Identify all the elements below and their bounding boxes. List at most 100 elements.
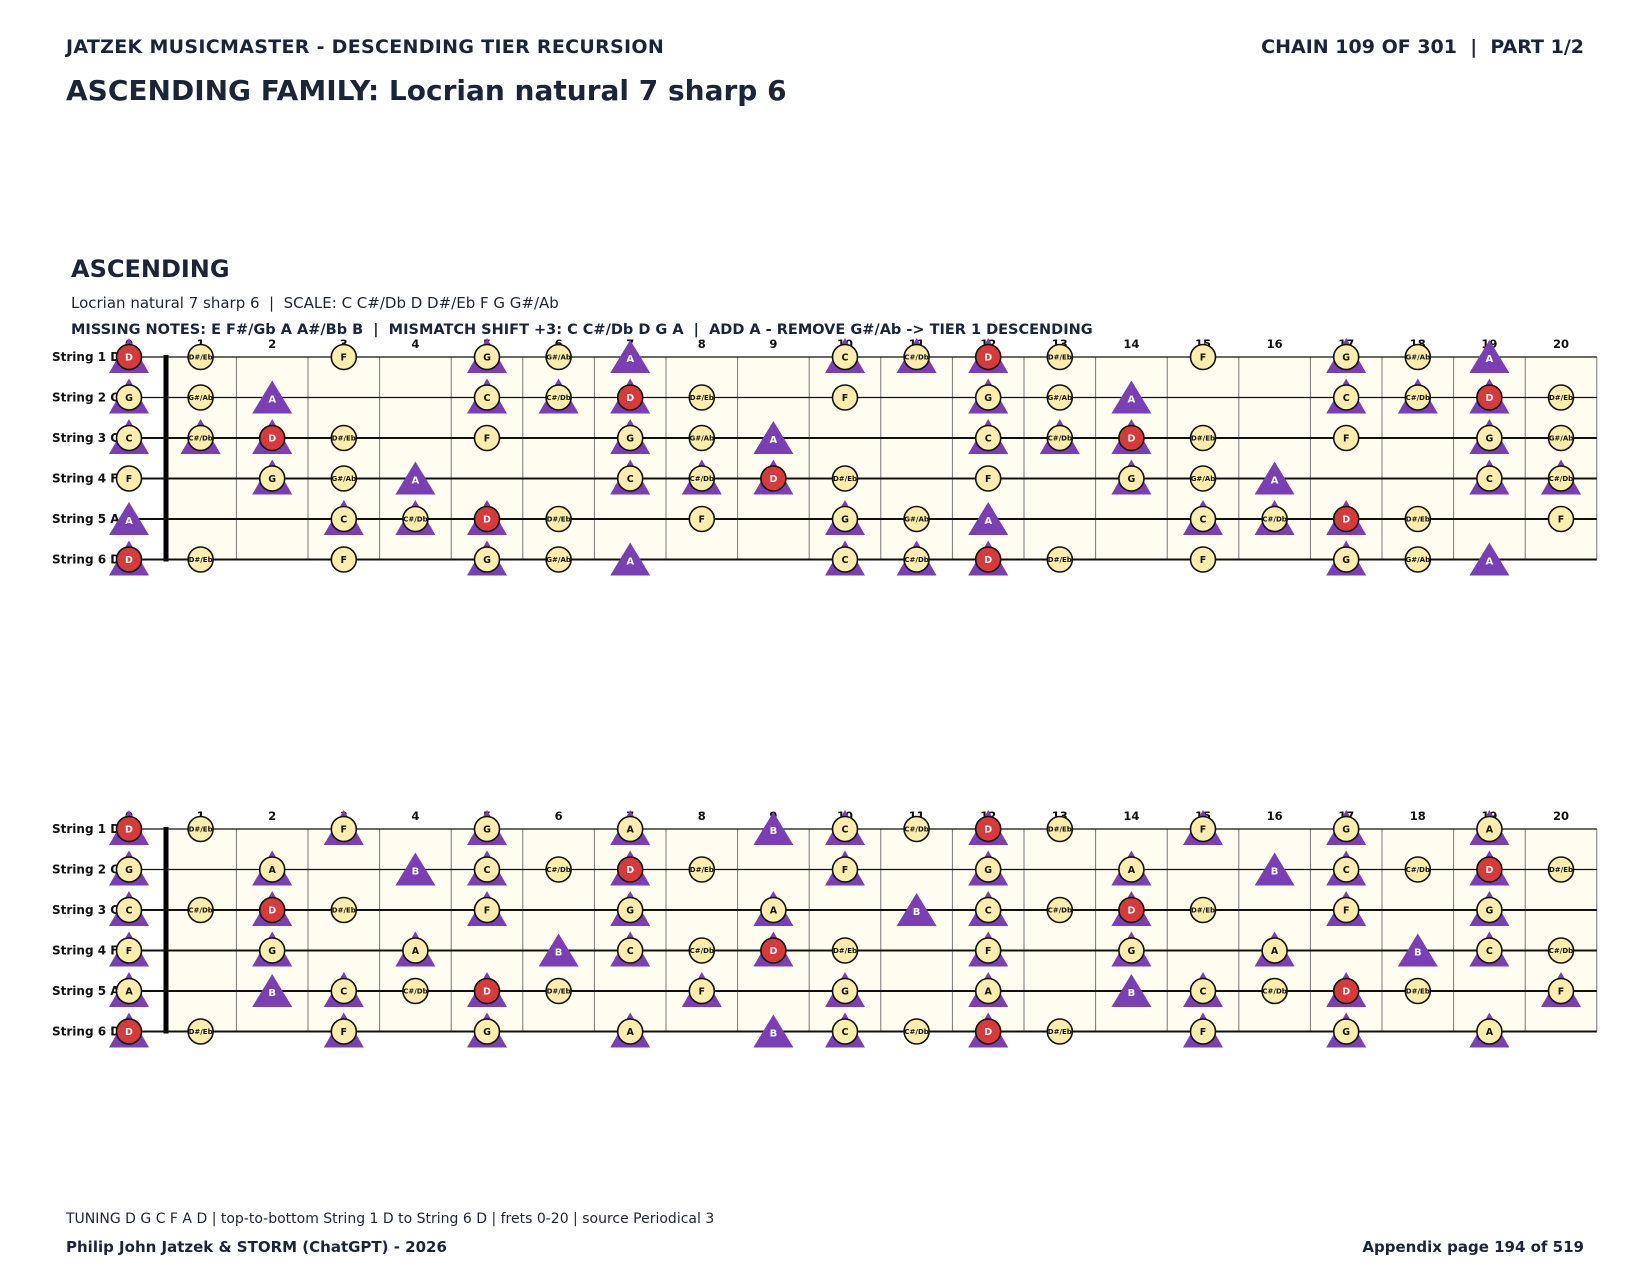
note-marker	[115, 896, 143, 924]
note-label: C	[1486, 946, 1493, 957]
root-note-marker	[1118, 896, 1145, 924]
note-marker	[1476, 1018, 1503, 1045]
note-marker	[545, 384, 572, 411]
note-label: F	[842, 393, 849, 404]
note-label: F	[1200, 555, 1207, 566]
note-marker	[688, 384, 716, 411]
note-marker	[903, 505, 930, 533]
note-marker	[473, 384, 501, 411]
note-label: C	[1200, 515, 1207, 526]
section-title: ASCENDING	[71, 255, 230, 283]
note-label: G#/Ab	[1549, 435, 1574, 443]
triangle-marker	[538, 933, 579, 967]
note-label: F	[341, 555, 348, 566]
note-marker	[187, 424, 214, 452]
note-marker	[831, 343, 859, 371]
note-marker	[258, 465, 286, 492]
note-label: F	[484, 434, 491, 445]
note-marker	[974, 977, 1002, 1005]
note-marker	[1404, 546, 1432, 573]
triangle-marker	[610, 340, 651, 373]
note-marker	[1189, 505, 1217, 533]
note-marker	[688, 505, 716, 533]
note-marker	[831, 815, 859, 843]
note-label: F	[1343, 434, 1350, 445]
root-note-marker	[974, 546, 1002, 573]
note-marker	[903, 343, 930, 371]
note-label: C#/Db	[1549, 947, 1573, 955]
note-marker	[473, 546, 501, 573]
root-note-marker	[115, 815, 143, 843]
note-marker	[616, 896, 644, 924]
note-marker	[187, 546, 214, 573]
triangle-label: B	[913, 907, 921, 918]
note-label: F	[126, 474, 133, 485]
note-marker	[330, 896, 358, 924]
triangle-label: A	[770, 435, 778, 446]
note-label: F	[1200, 825, 1207, 836]
note-label: G	[268, 946, 276, 957]
string-label: String 1 D	[52, 822, 120, 836]
triangle-marker	[1111, 974, 1152, 1007]
note-marker	[1476, 424, 1503, 452]
string-label: String 5 A	[52, 984, 120, 998]
note-label: D#/Eb	[1048, 826, 1072, 834]
note-label: D	[984, 353, 992, 364]
note-marker	[545, 856, 572, 883]
note-label: C#/Db	[904, 826, 928, 834]
note-label: A	[627, 825, 635, 836]
note-label: D#/Eb	[1549, 394, 1573, 402]
note-label: G	[984, 865, 992, 876]
note-label: G#/Ab	[1191, 475, 1216, 483]
note-marker	[616, 937, 644, 964]
note-label: F	[1558, 515, 1565, 526]
note-label: D#/Eb	[1406, 988, 1430, 996]
note-label: D#/Eb	[332, 907, 356, 915]
note-marker	[330, 1018, 358, 1045]
note-label: G	[483, 353, 491, 364]
note-label: A	[1128, 865, 1136, 876]
note-label: A	[770, 906, 778, 917]
note-label: A	[1271, 946, 1279, 957]
note-label: C	[842, 353, 849, 364]
triangle-marker	[753, 421, 794, 454]
note-marker	[258, 937, 286, 964]
note-label: D	[1342, 987, 1350, 998]
note-marker	[688, 856, 716, 883]
note-label: D	[769, 946, 777, 957]
note-label: C	[1486, 474, 1493, 485]
root-note-marker	[616, 384, 644, 411]
note-marker	[187, 896, 214, 924]
root-note-marker	[974, 1018, 1002, 1045]
triangle-marker	[395, 461, 436, 495]
triangle-label: A	[1271, 476, 1279, 487]
note-label: C#/Db	[403, 988, 427, 996]
fretboard-ascending: String 1 D String 2 G String 3 C String 4 F…	[52, 337, 1598, 576]
note-label: F	[126, 946, 133, 957]
note-marker	[616, 1018, 644, 1045]
note-marker	[330, 343, 358, 371]
note-marker	[1332, 1018, 1360, 1045]
note-label: G#/Ab	[331, 475, 356, 483]
note-label: G#/Ab	[188, 394, 213, 402]
note-marker	[473, 856, 501, 883]
note-marker	[187, 815, 214, 843]
note-label: G	[1342, 1027, 1350, 1038]
root-note-marker	[115, 343, 143, 371]
note-label: C#/Db	[1048, 435, 1072, 443]
note-marker	[1476, 815, 1503, 843]
note-marker	[115, 937, 143, 964]
string-label: String 4 F	[52, 472, 118, 486]
note-marker	[1404, 977, 1432, 1005]
note-marker	[1261, 937, 1288, 964]
note-label: D#/Eb	[1191, 435, 1215, 443]
note-marker	[115, 977, 143, 1005]
triangle-label: A	[125, 516, 133, 527]
triangle-marker	[1397, 933, 1438, 967]
root-note-marker	[760, 937, 787, 964]
string-label: String 3 C	[52, 431, 119, 445]
note-label: D	[1127, 434, 1135, 445]
root-note-marker	[1332, 977, 1360, 1005]
triangle-label: B	[1271, 867, 1279, 878]
root-note-marker	[1476, 856, 1503, 883]
